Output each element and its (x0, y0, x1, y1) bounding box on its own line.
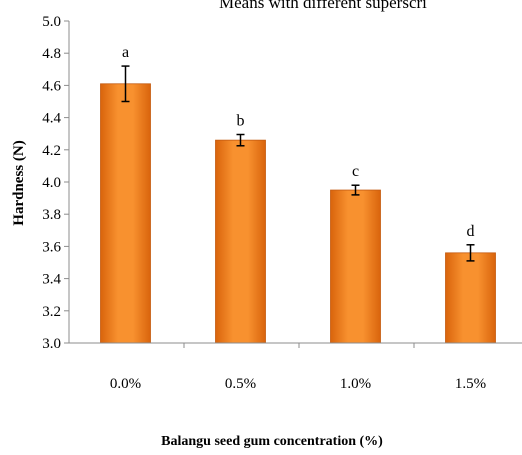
y-tick-label: 3.8 (42, 207, 61, 223)
x-tick-label: 1.0% (340, 376, 371, 392)
error-bar (466, 244, 475, 262)
y-axis-ticks: 3.0 3.2 3.4 3.6 3.8 4.0 4.2 4.4 4.6 4.8 5.0 (42, 14, 69, 352)
error-bars-layer (121, 65, 475, 262)
error-bar (121, 65, 130, 103)
y-axis-title: Hardness (N) (11, 140, 27, 225)
y-tick-label: 3.4 (42, 272, 61, 288)
bar (100, 83, 151, 344)
x-axis-ticks: 0.0% 0.5% 1.0% 1.5% (110, 343, 486, 392)
error-bar (236, 133, 245, 147)
error-bar (351, 184, 360, 196)
bars-layer (100, 83, 496, 344)
y-tick-label: 3.2 (42, 304, 61, 320)
significance-letter: a (122, 44, 129, 61)
x-tick-label: 1.5% (455, 376, 486, 392)
y-tick-label: 4.4 (42, 111, 61, 127)
significance-letter: b (237, 113, 245, 130)
x-axis-title: Balangu seed gum concentration (%) (161, 434, 383, 449)
y-tick-label: 5.0 (42, 14, 61, 30)
x-tick-label: 0.5% (225, 376, 256, 392)
x-tick-label: 0.0% (110, 376, 141, 392)
bar (330, 189, 381, 344)
bar (215, 139, 266, 344)
chart-header-note: Means with different superscri (219, 0, 427, 12)
significance-letter: d (467, 223, 475, 240)
y-tick-label: 4.0 (42, 175, 61, 191)
bar (445, 252, 496, 344)
significance-letters-layer: a b c d (122, 44, 475, 240)
y-tick-label: 4.2 (42, 143, 61, 159)
y-tick-label: 3.6 (42, 239, 61, 255)
y-tick-label: 4.8 (42, 46, 61, 62)
significance-letter: c (352, 163, 359, 180)
y-tick-label: 3.0 (42, 336, 61, 352)
y-tick-label: 4.6 (42, 78, 61, 94)
